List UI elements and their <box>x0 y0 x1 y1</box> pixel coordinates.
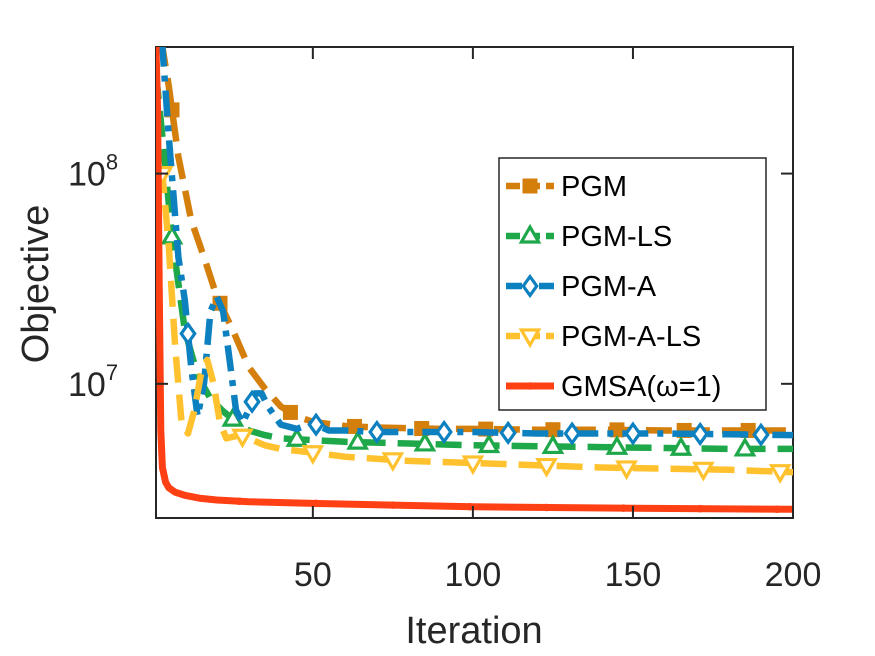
legend-entry: PGM <box>506 171 627 203</box>
series-line <box>156 47 793 513</box>
data-point <box>605 435 629 455</box>
data-point <box>733 436 757 457</box>
data-point <box>465 502 474 511</box>
y-tick-label: 108 <box>68 150 118 194</box>
y-tick-label: 107 <box>68 360 118 404</box>
data-point <box>541 434 565 455</box>
x-tick-label: 150 <box>605 556 662 594</box>
x-tick-label: 50 <box>294 556 332 594</box>
data-point <box>615 460 638 481</box>
data-point <box>179 321 197 346</box>
data-point <box>307 412 325 437</box>
data-point <box>285 427 309 447</box>
data-point <box>624 421 642 446</box>
data-point <box>477 433 501 454</box>
series-3 <box>156 165 793 484</box>
data-point <box>499 420 517 445</box>
series-2 <box>156 47 793 447</box>
legend-label: PGM-A-LS <box>561 321 701 353</box>
x-tick-label: 100 <box>445 556 502 594</box>
data-point <box>461 455 485 476</box>
y-axis-label: Objective <box>15 205 57 363</box>
data-point <box>669 436 693 456</box>
series-layer <box>156 47 793 513</box>
legend-entry: PGM-LS <box>506 221 672 253</box>
data-point <box>691 421 709 447</box>
legend-entry: PGM-A-LS <box>506 321 701 353</box>
legend-entry: GMSA(ω=1) <box>506 371 721 403</box>
data-point <box>542 503 551 512</box>
legend-marker <box>518 223 542 244</box>
data-point <box>563 421 581 446</box>
legend-entry: PGM-A <box>506 271 657 303</box>
data-point <box>282 404 298 420</box>
data-point <box>535 457 558 478</box>
data-point <box>160 224 184 245</box>
legend-label: GMSA(ω=1) <box>561 371 721 403</box>
legend-label: PGM-LS <box>561 221 672 253</box>
legend-marker <box>522 178 538 194</box>
data-point <box>235 497 243 505</box>
legend-label: PGM-A <box>561 271 657 303</box>
data-point <box>773 505 781 513</box>
data-point <box>696 504 704 513</box>
data-point <box>435 419 453 445</box>
legend-marker <box>518 328 542 349</box>
data-point <box>243 389 261 414</box>
y-tick-labels: 107 108 <box>68 150 118 404</box>
data-point <box>368 419 386 445</box>
legend-label: PGM <box>561 171 627 203</box>
data-point <box>545 422 561 438</box>
legend: PGM PGM-LS PGM-A PGM-A-LS GMSA(ω=1) <box>498 157 767 411</box>
legend-marker <box>526 382 534 390</box>
x-axis-label: Iteration <box>405 610 542 652</box>
legend-marker <box>521 273 539 299</box>
x-tick-labels: 50 100 150 200 <box>294 556 821 594</box>
data-point <box>691 461 715 482</box>
data-point <box>389 501 397 509</box>
series-4 <box>156 47 793 513</box>
data-point <box>752 422 770 447</box>
data-point <box>301 445 325 465</box>
data-point <box>346 429 370 450</box>
data-point <box>312 499 320 508</box>
series-line <box>156 47 793 439</box>
data-point <box>768 464 792 484</box>
data-point <box>413 431 437 452</box>
x-tick-label: 200 <box>765 556 822 594</box>
data-point <box>619 504 628 512</box>
data-point <box>156 47 160 51</box>
series-line <box>156 47 793 434</box>
data-point <box>231 428 254 449</box>
tick-layer <box>156 47 794 518</box>
data-point <box>381 452 405 473</box>
